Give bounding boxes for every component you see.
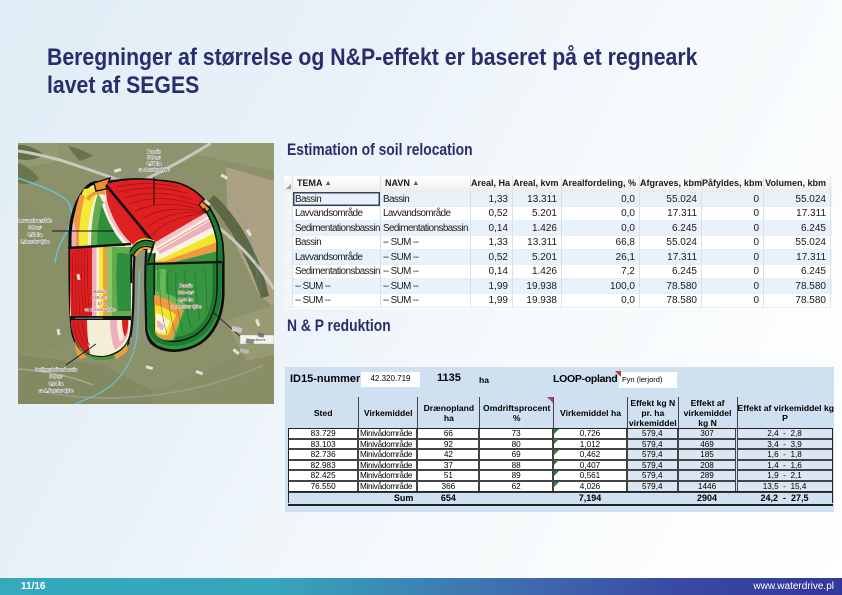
svg-text:0,55 ha: 0,55 ha — [147, 161, 162, 166]
svg-text:0,2 meter dybe: 0,2 meter dybe — [21, 239, 50, 244]
svg-text:0,52 ha: 0,52 ha — [28, 232, 43, 237]
svg-text:ca 1 meter dybe: ca 1 meter dybe — [171, 304, 202, 309]
svg-text:ca 1,5 meter dybe: ca 1,5 meter dybe — [39, 388, 74, 393]
svg-text:0,14 ha: 0,14 ha — [49, 381, 64, 386]
svg-text:0,5 ha: 0,5 ha — [94, 301, 107, 306]
svg-text:549 m³: 549 m³ — [49, 374, 63, 379]
svg-text:Bassin: Bassin — [94, 289, 108, 294]
svg-text:minivådomr.: minivådomr. — [248, 338, 267, 342]
svg-text:Bassin: Bassin — [148, 149, 162, 154]
svg-text:549 m³: 549 m³ — [28, 225, 42, 230]
svg-text:ca 1 meter dybe: ca 1 meter dybe — [85, 307, 116, 312]
svg-text:549 m³: 549 m³ — [147, 155, 161, 160]
svg-text:549-4m³: 549-4m³ — [178, 290, 195, 295]
svg-text:Lavvandsområde: Lavvandsområde — [19, 218, 53, 223]
svg-text:Bassin: Bassin — [180, 283, 194, 288]
svg-text:Sedimentationsbassin: Sedimentationsbassin — [35, 367, 78, 372]
svg-text:549-4m³: 549-4m³ — [92, 295, 109, 300]
svg-text:ca 1 meter dybe: ca 1 meter dybe — [139, 167, 170, 172]
svg-text:0,44 ha: 0,44 ha — [179, 297, 194, 302]
